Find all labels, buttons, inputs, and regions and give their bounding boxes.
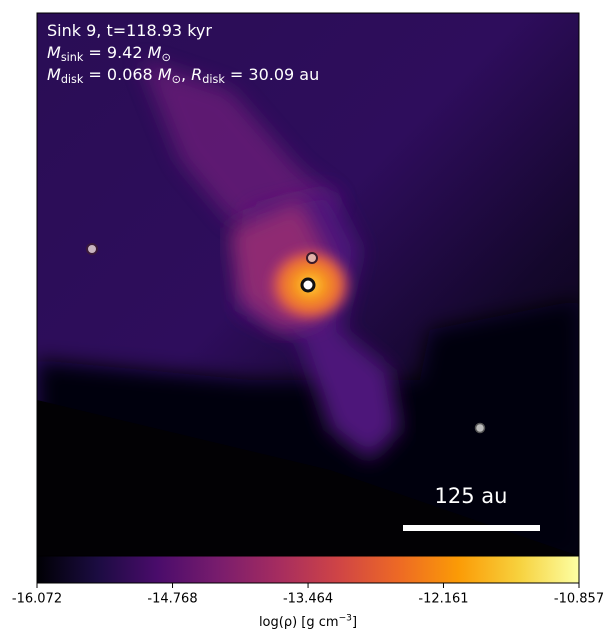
- annotation: Sink 9, t=118.93 kyr: [47, 21, 212, 40]
- sink: [306, 252, 318, 264]
- colorbar-tick-label: -14.768: [147, 592, 197, 607]
- scale-bar-label: 125 au: [435, 484, 508, 508]
- text-segment: = 9.42: [83, 43, 147, 62]
- scale-bar: [403, 525, 540, 531]
- text-segment: = 0.068: [83, 65, 157, 84]
- text-segment: ]: [352, 615, 357, 630]
- text-segment: disk: [61, 73, 84, 86]
- sink: [86, 243, 98, 255]
- text-segment: log(ρ) [g cm: [259, 615, 339, 630]
- text-segment: disk: [202, 73, 225, 86]
- text-segment: M: [158, 65, 172, 84]
- text-segment: = 30.09 au: [225, 65, 319, 84]
- text-segment: M: [148, 43, 162, 62]
- colorbar-tick-label: -13.464: [283, 592, 333, 607]
- text-segment: R: [191, 65, 202, 84]
- colorbar-label: log(ρ) [g cm−3]: [259, 613, 357, 630]
- text-segment: ⊙: [172, 73, 181, 86]
- colorbar-tick-label: -12.161: [418, 592, 468, 607]
- text-segment: Sink 9, t=118.93 kyr: [47, 21, 212, 40]
- text-segment: −3: [339, 613, 353, 623]
- text-segment: M: [47, 43, 61, 62]
- colorbar: [36, 555, 580, 584]
- density-map: [37, 13, 579, 556]
- text-segment: M: [47, 65, 61, 84]
- sink: [300, 277, 316, 293]
- annotation: Mdisk = 0.068 M⊙, Rdisk = 30.09 au: [47, 65, 319, 86]
- colorbar-tick-label: -10.857: [554, 592, 604, 607]
- text-segment: ⊙: [161, 51, 170, 64]
- annotation: Msink = 9.42 M⊙: [47, 43, 171, 64]
- sink: [474, 422, 486, 434]
- text-segment: ,: [181, 65, 191, 84]
- colorbar-tick-label: -16.072: [12, 592, 62, 607]
- text-segment: sink: [61, 51, 84, 64]
- sink-particles: [86, 243, 486, 434]
